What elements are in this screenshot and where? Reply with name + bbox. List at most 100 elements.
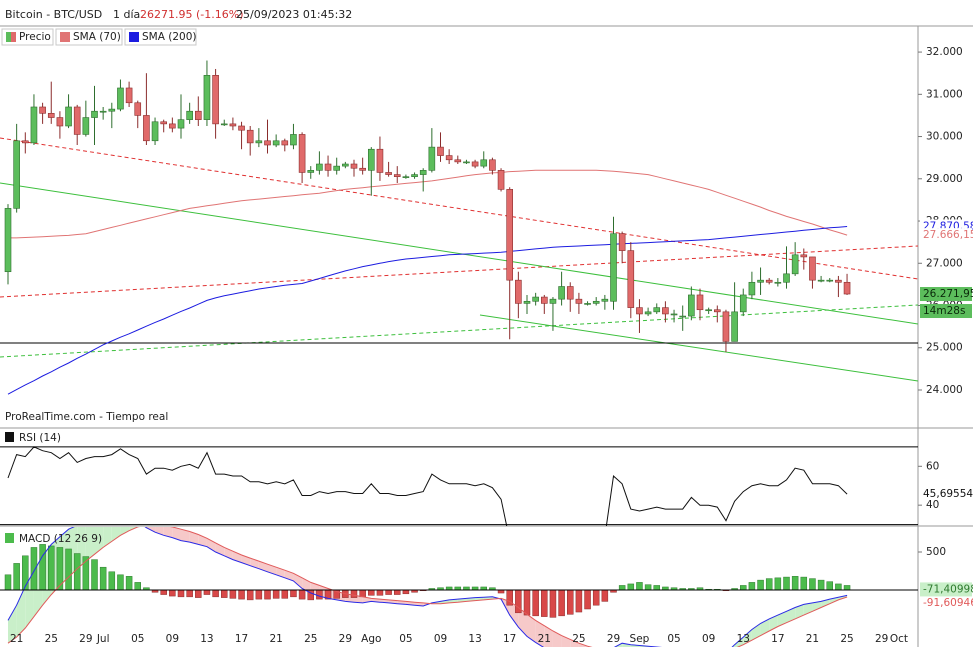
- histogram-bar: [549, 589, 557, 618]
- x-tick-label: 17: [503, 633, 516, 645]
- x-tick-label: Ago: [361, 633, 381, 645]
- histogram-bar: [195, 589, 202, 598]
- histogram-bar: [740, 585, 747, 591]
- candle-body: [246, 129, 254, 144]
- legend-icon: [60, 32, 70, 42]
- histogram-bar: [532, 589, 539, 617]
- candle-body: [13, 140, 20, 209]
- candle-body: [212, 75, 219, 125]
- x-tick-label: 17: [235, 633, 248, 645]
- candle-body: [402, 176, 410, 178]
- macd-fill: [570, 639, 579, 647]
- candle-body: [82, 117, 90, 135]
- x-tick-label: 21: [538, 633, 551, 645]
- histogram-bar: [826, 581, 833, 591]
- candle-body: [437, 146, 444, 156]
- histogram-bar: [73, 553, 81, 591]
- timestamp: 25/09/2023 01:45:32: [236, 8, 352, 21]
- legend-icon: [11, 32, 16, 42]
- histogram-bar: [255, 589, 263, 600]
- y-tick-label: 60: [926, 460, 939, 472]
- candle-body: [722, 311, 730, 342]
- macd-fill: [527, 614, 536, 643]
- x-tick-label: 29: [339, 633, 352, 645]
- candle-body: [835, 279, 842, 283]
- panel-icon: [5, 533, 14, 543]
- x-tick-label: 25: [304, 633, 317, 645]
- candle-body: [791, 254, 799, 275]
- macd-fill: [181, 529, 190, 543]
- sma-tag-bg: [920, 228, 972, 243]
- candle-body: [117, 87, 124, 110]
- candle-body: [151, 121, 159, 142]
- candle-body: [298, 134, 306, 173]
- histogram-bar: [394, 589, 401, 595]
- legend-icon: [6, 32, 11, 42]
- legend-box: [55, 28, 123, 46]
- histogram-bar: [765, 578, 773, 591]
- macd-fill: [163, 527, 173, 538]
- candle-body: [342, 163, 349, 167]
- candle-body: [696, 294, 704, 311]
- candle-body: [480, 159, 488, 167]
- x-tick-label: 13: [737, 633, 750, 645]
- x-tick-label: 25: [572, 633, 585, 645]
- histogram-bar: [350, 589, 358, 598]
- trend-line: [0, 304, 918, 358]
- sma-line: [7, 226, 848, 395]
- rsi-panel: [7, 446, 848, 526]
- candle-body: [65, 106, 72, 127]
- x-tick-label: Oct: [890, 633, 908, 645]
- histogram-bar: [203, 589, 211, 595]
- candle-body: [91, 110, 98, 118]
- candle-body: [419, 170, 427, 175]
- histogram-bar: [567, 589, 574, 615]
- candle-body: [229, 123, 237, 127]
- candle-body: [255, 140, 263, 144]
- histogram-bar: [99, 566, 107, 591]
- histogram-bar: [402, 589, 410, 595]
- histogram-bar: [601, 589, 609, 602]
- candle-body: [307, 170, 315, 173]
- histogram-bar: [229, 589, 237, 599]
- histogram-bar: [169, 589, 176, 597]
- candle-body: [264, 140, 271, 146]
- candle-body: [540, 296, 548, 304]
- candle-body: [523, 300, 531, 304]
- candle-body: [566, 286, 574, 300]
- candle-body: [385, 172, 392, 175]
- price-change: 26271.95 (-1.16%): [140, 8, 243, 21]
- histogram-bar: [644, 584, 652, 591]
- y-tick-label: 27.000: [926, 257, 963, 269]
- y-tick-label: 32.000: [926, 46, 963, 58]
- candle-body: [428, 146, 436, 171]
- candle-body: [169, 123, 176, 129]
- x-tick-label: 29: [79, 633, 92, 645]
- legend-icon: [129, 32, 139, 42]
- candle-body: [134, 102, 142, 116]
- x-tick-label: 17: [771, 633, 784, 645]
- histogram-bar: [748, 582, 756, 591]
- histogram-bar: [636, 582, 643, 591]
- y-tick-label: 24.000: [926, 384, 963, 396]
- histogram-bar: [221, 589, 228, 598]
- candle-body: [549, 298, 557, 304]
- source-note: ProRealTime.com - Tiempo real: [5, 411, 168, 423]
- histogram-bar: [809, 578, 816, 591]
- y-tick-label: 29.000: [926, 173, 963, 185]
- panel-title: MACD (12 26 9): [19, 533, 102, 545]
- macd-tag: -71,40998: [923, 583, 973, 595]
- macd-fill: [760, 618, 770, 636]
- histogram-bar: [134, 582, 141, 591]
- histogram-bar: [800, 576, 808, 591]
- y-tick-label: 31.000: [926, 88, 963, 100]
- histogram-bar: [281, 589, 289, 599]
- candle-body: [393, 174, 401, 177]
- candle-body: [333, 165, 341, 171]
- candle-body: [463, 161, 470, 164]
- panel-icon: [5, 432, 14, 442]
- histogram-bar: [817, 579, 825, 591]
- histogram-bar: [558, 589, 565, 617]
- histogram-bar: [757, 579, 764, 591]
